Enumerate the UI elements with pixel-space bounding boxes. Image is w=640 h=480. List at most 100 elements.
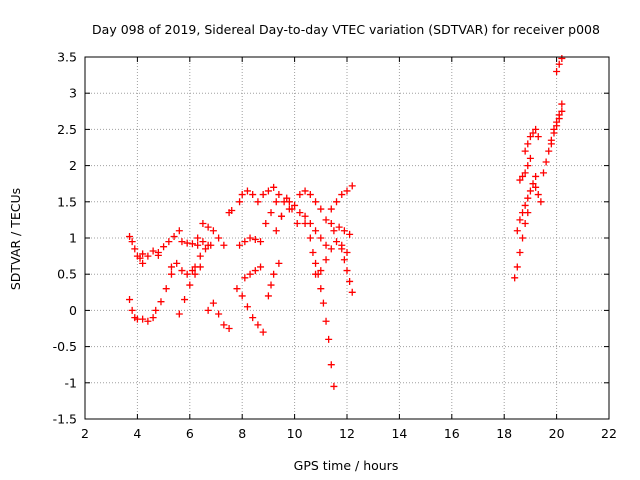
data-point (178, 238, 186, 246)
data-point (519, 234, 527, 242)
data-point (243, 187, 251, 195)
series-arc-04 (152, 270, 175, 314)
data-point (131, 245, 139, 253)
data-point (194, 241, 202, 249)
data-point (524, 162, 532, 170)
series-arc-31 (513, 172, 540, 235)
x-tick-label: 14 (391, 426, 407, 441)
data-point (312, 227, 320, 235)
axis-ticks: 2 4 6 8 10 12 14 16 18 20 22 3.5 3 2.5 2 1.5 1 0.5 0 -0.5 -1… (53, 50, 617, 442)
data-point (519, 172, 527, 180)
data-point (257, 263, 265, 271)
data-point (532, 125, 540, 133)
data-point (346, 230, 354, 238)
data-point (175, 310, 183, 318)
data-point (128, 238, 136, 246)
data-point (254, 198, 262, 206)
data-point (343, 248, 351, 256)
data-point (251, 235, 259, 243)
series-arc-20 (264, 259, 283, 300)
series-arc-09 (191, 241, 215, 271)
series-arc-26 (312, 238, 351, 278)
y-tick-label: 1 (69, 231, 77, 246)
data-point (333, 198, 341, 206)
data-point (529, 180, 537, 188)
data-point (327, 220, 335, 228)
data-point (547, 140, 555, 148)
data-point (553, 122, 561, 130)
data-point (236, 241, 244, 249)
data-point (204, 306, 212, 314)
data-point (301, 212, 309, 220)
series-arc-37 (553, 54, 566, 75)
y-tick-label: 1.5 (57, 194, 77, 209)
y-tick-label: 0 (69, 303, 77, 318)
data-point (241, 238, 249, 246)
data-point (183, 239, 191, 247)
data-point (275, 259, 283, 267)
data-point (330, 227, 338, 235)
data-point (322, 317, 330, 325)
data-point (301, 187, 309, 195)
y-tick-label: 2.5 (57, 122, 77, 137)
series-arc-06 (167, 259, 196, 278)
data-point (296, 209, 304, 217)
data-point (333, 238, 341, 246)
series-arc-34 (532, 183, 545, 206)
series-arc-25 (309, 248, 338, 390)
series-arc-10 (194, 234, 212, 249)
series-arc-12 (204, 299, 233, 332)
data-point (243, 303, 251, 311)
data-point (126, 233, 134, 241)
series-arc-28 (330, 223, 354, 238)
series-arc-18 (259, 183, 293, 213)
data-point (558, 107, 566, 115)
data-point (327, 361, 335, 369)
series-arc-11 (199, 220, 228, 249)
data-point (188, 267, 196, 275)
data-point (183, 270, 191, 278)
data-point (317, 205, 325, 213)
data-point (317, 267, 325, 275)
series-arc-33 (521, 125, 542, 155)
data-point (340, 256, 348, 264)
data-point (524, 194, 532, 202)
data-point (199, 220, 207, 228)
data-point (550, 129, 558, 137)
x-tick-label: 4 (133, 426, 141, 441)
data-point (293, 220, 301, 228)
data-point (175, 227, 183, 235)
series-arc-29 (338, 245, 356, 296)
data-point (521, 201, 529, 209)
data-point (327, 205, 335, 213)
data-point (529, 129, 537, 137)
data-point (191, 270, 199, 278)
data-point (537, 198, 545, 206)
data-point (204, 223, 212, 231)
data-point (259, 191, 267, 199)
data-point (291, 201, 299, 209)
data-point (534, 133, 542, 141)
series-arc-01 (126, 233, 147, 262)
data-point (325, 335, 333, 343)
data-point (188, 240, 196, 248)
data-point (317, 285, 325, 293)
data-point (204, 241, 212, 249)
data-point (246, 234, 254, 242)
data-point (191, 263, 199, 271)
data-point (264, 292, 272, 300)
series-arc-05 (154, 227, 183, 256)
data-point (338, 191, 346, 199)
series-arc-07 (178, 238, 202, 249)
data-point (526, 133, 534, 141)
data-point (139, 259, 147, 267)
data-point (516, 248, 524, 256)
data-point (540, 169, 547, 177)
data-point (312, 198, 320, 206)
data-point (513, 227, 521, 235)
data-point (209, 227, 217, 235)
data-point (238, 191, 246, 199)
data-point (532, 183, 540, 191)
data-point (511, 274, 519, 282)
data-point (322, 216, 330, 224)
